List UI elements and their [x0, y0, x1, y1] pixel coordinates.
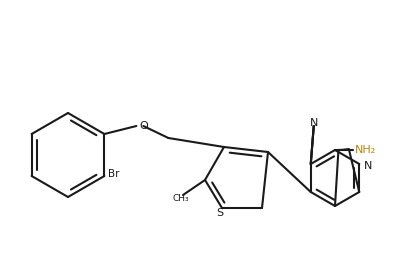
Text: CH₃: CH₃ — [173, 194, 189, 203]
Text: N: N — [309, 118, 318, 128]
Text: S: S — [217, 208, 224, 218]
Text: NH₂: NH₂ — [355, 145, 376, 155]
Text: O: O — [139, 121, 148, 131]
Text: Br: Br — [109, 169, 120, 179]
Text: N: N — [364, 161, 373, 171]
